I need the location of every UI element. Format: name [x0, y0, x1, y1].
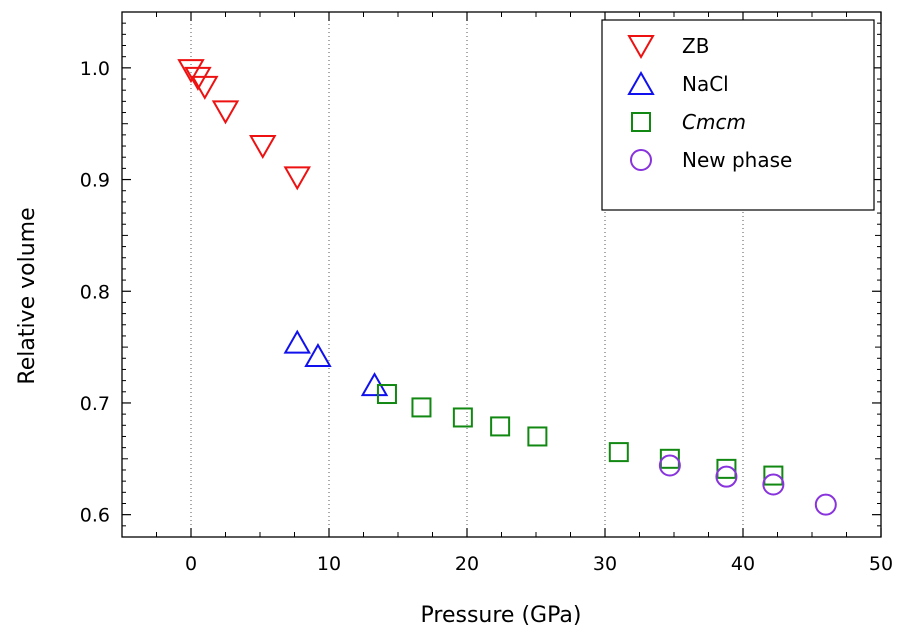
legend-label-cmcm: Cmcm [682, 110, 746, 134]
y-axis-label: Relative volume [15, 207, 40, 384]
legend-label-new-phase: New phase [682, 148, 792, 172]
data-point-cmcm [659, 448, 680, 469]
y-tick-label: 0.9 [80, 170, 110, 192]
data-point-cmcm [716, 458, 737, 479]
data-point-new-phase [814, 493, 837, 516]
y-tick-label: 1.0 [80, 58, 110, 80]
data-point-cmcm [763, 465, 784, 486]
x-tick-label: 0 [185, 553, 197, 575]
x-axis-label: Pressure (GPa) [421, 603, 582, 628]
data-point-zb [184, 66, 212, 91]
legend-marker-new-phase [630, 149, 652, 171]
data-point-new-phase [762, 473, 785, 496]
axis-ticks: 0 10 20 30 40 50 0.6 0.7 0.8 0.9 1.0 [80, 12, 893, 575]
data-point-cmcm [452, 407, 473, 428]
x-tick-label: 30 [593, 553, 617, 575]
data-point-cmcm [608, 442, 629, 463]
data-point-new-phase [658, 454, 681, 477]
data-point-nacl [304, 343, 332, 368]
legend-label-zb: ZB [682, 34, 709, 58]
y-tick-label: 0.8 [80, 281, 110, 303]
data-point-zb [283, 166, 311, 191]
legend-marker-nacl [627, 70, 655, 95]
legend-marker-cmcm [631, 112, 651, 132]
data-point-cmcm [411, 397, 432, 418]
data-point-zb [177, 59, 205, 84]
legend-marker-zb [627, 35, 655, 60]
data-point-new-phase [715, 465, 738, 488]
data-point-nacl [283, 329, 311, 354]
x-tick-label: 10 [317, 553, 341, 575]
data-point-cmcm [490, 416, 511, 437]
legend-box [601, 19, 875, 211]
data-point-zb [211, 100, 240, 125]
data-point-cmcm [376, 384, 397, 405]
legend: ZB NaCl Cmcm New phase [601, 19, 875, 211]
y-tick-label: 0.7 [80, 393, 110, 415]
legend-label-nacl: NaCl [682, 72, 729, 96]
x-tick-label: 50 [869, 553, 893, 575]
data-point-zb [191, 75, 219, 100]
data-points [177, 59, 837, 516]
x-tick-label: 20 [455, 553, 479, 575]
data-point-zb [249, 135, 277, 160]
y-tick-label: 0.6 [80, 505, 110, 527]
data-point-cmcm [527, 426, 548, 447]
x-tick-label: 40 [731, 553, 755, 575]
